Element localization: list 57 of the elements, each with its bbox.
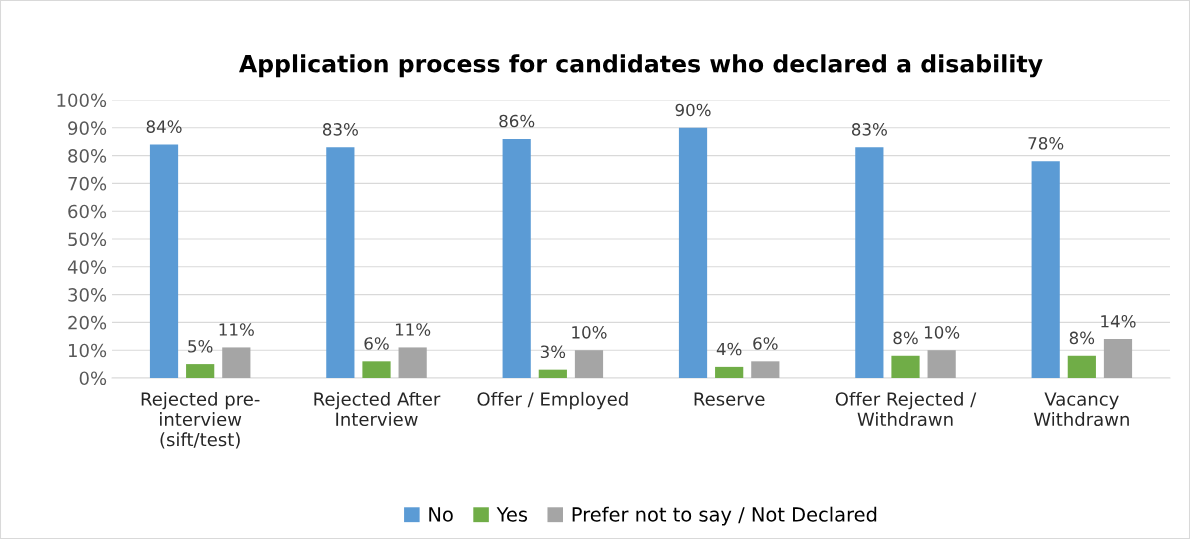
bar <box>398 347 427 378</box>
x-tick-label: Vacancy Withdrawn <box>1033 392 1129 427</box>
bar <box>186 364 215 378</box>
y-tick-label: 60% <box>68 204 107 219</box>
legend-label: Yes <box>496 507 528 522</box>
legend-label: Prefer not to say / Not Declared <box>572 506 877 526</box>
bar <box>1031 161 1060 378</box>
data-label: 6% <box>753 337 778 350</box>
y-tick-label: 10% <box>68 343 107 358</box>
data-label: 11% <box>219 323 254 336</box>
data-label: 11% <box>395 323 431 336</box>
data-label: 3% <box>540 345 566 359</box>
y-tick-label: 70% <box>68 176 107 191</box>
data-label: 6% <box>364 337 389 350</box>
data-label: 4% <box>716 342 742 356</box>
x-tick-label: Offer Rejected / Withdrawn <box>835 391 977 427</box>
bar <box>891 355 920 378</box>
x-tick-label: Offer / Employed <box>477 391 628 410</box>
data-label: 83% <box>322 123 358 136</box>
data-label: 83% <box>851 123 887 136</box>
bar <box>678 127 708 378</box>
bar <box>502 138 531 378</box>
y-tick-label: 30% <box>68 288 107 302</box>
y-tick-label: 80% <box>68 149 107 163</box>
bar <box>1103 339 1133 378</box>
data-label: 8% <box>893 331 918 345</box>
data-label: 84% <box>146 120 182 133</box>
x-tick-label: Rejected After Interview <box>314 391 441 427</box>
data-label: 10% <box>924 326 960 339</box>
x-tick-label: Reserve <box>694 392 765 406</box>
y-tick-label: 50% <box>68 232 107 247</box>
data-label: 86% <box>499 114 535 128</box>
data-label: 8% <box>1069 331 1095 345</box>
bar <box>362 361 391 378</box>
bar <box>149 144 179 378</box>
y-tick-label: 40% <box>67 260 107 274</box>
bar <box>222 347 251 378</box>
data-label: 78% <box>1028 136 1064 150</box>
y-tick-label: 100% <box>57 93 107 108</box>
x-tick-label: Rejected pre- interview (sift/test) <box>141 391 260 449</box>
bar <box>574 350 604 378</box>
bar <box>927 350 956 378</box>
chart-title: Application process for candidates who declared a disability <box>239 54 1043 78</box>
data-label: 90% <box>675 103 711 117</box>
data-label: 14% <box>1101 314 1136 328</box>
bar <box>538 369 567 378</box>
y-tick-label: 0% <box>79 371 107 386</box>
data-label: 10% <box>572 326 607 339</box>
bar <box>751 361 780 378</box>
bar <box>855 147 884 378</box>
bar <box>326 147 355 378</box>
bar <box>715 366 744 378</box>
bar <box>1067 355 1096 378</box>
y-tick-label: 90% <box>68 121 107 135</box>
legend-label: No <box>429 507 453 522</box>
y-tick-label: 20% <box>68 315 107 330</box>
data-label: 5% <box>188 339 213 353</box>
